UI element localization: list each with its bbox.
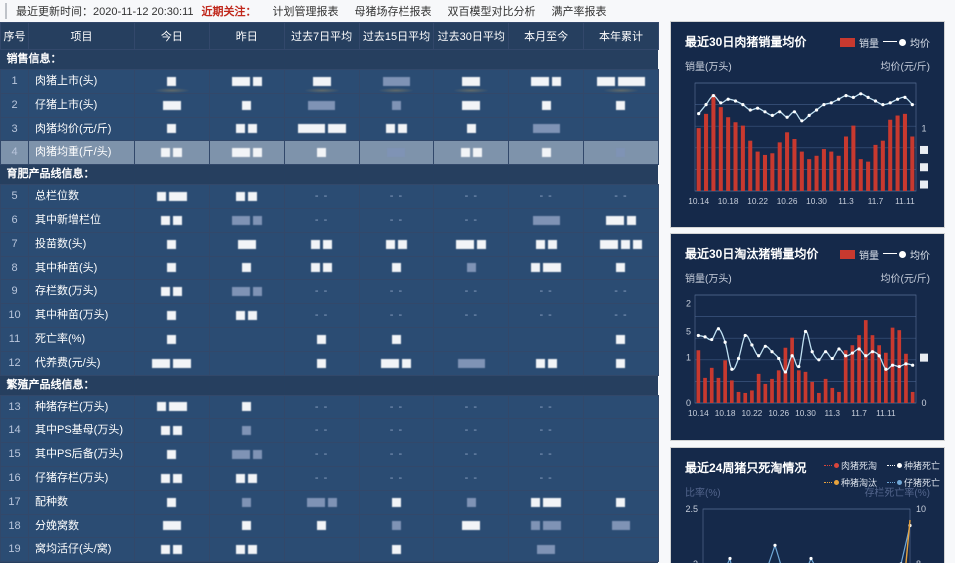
svg-text:10.14: 10.14 (688, 196, 709, 206)
svg-text:10: 10 (916, 504, 926, 514)
svg-text:10.14: 10.14 (688, 408, 709, 418)
svg-text:10.30: 10.30 (795, 408, 816, 418)
svg-text:8: 8 (916, 559, 921, 563)
svg-text:10.26: 10.26 (768, 408, 789, 418)
svg-text:11.3: 11.3 (838, 196, 854, 206)
svg-text:11.3: 11.3 (825, 408, 841, 418)
svg-text:2: 2 (686, 299, 691, 309)
svg-text:10.26: 10.26 (777, 196, 798, 206)
svg-text:2: 2 (693, 559, 698, 563)
svg-text:10.18: 10.18 (718, 196, 739, 206)
svg-text:10.30: 10.30 (806, 196, 827, 206)
svg-text:10.22: 10.22 (747, 196, 768, 206)
svg-text:11.7: 11.7 (851, 408, 867, 418)
svg-text:11.11: 11.11 (876, 408, 896, 418)
svg-text:11.7: 11.7 (868, 196, 884, 206)
svg-text:0: 0 (921, 398, 926, 408)
svg-text:0: 0 (686, 398, 691, 408)
svg-text:2.5: 2.5 (685, 504, 698, 514)
svg-text:5: 5 (686, 327, 691, 337)
svg-text:10.18: 10.18 (715, 408, 736, 418)
svg-text:1: 1 (921, 123, 926, 133)
svg-text:10.22: 10.22 (742, 408, 763, 418)
svg-text:1: 1 (686, 353, 691, 363)
svg-text:11.11: 11.11 (895, 196, 915, 206)
